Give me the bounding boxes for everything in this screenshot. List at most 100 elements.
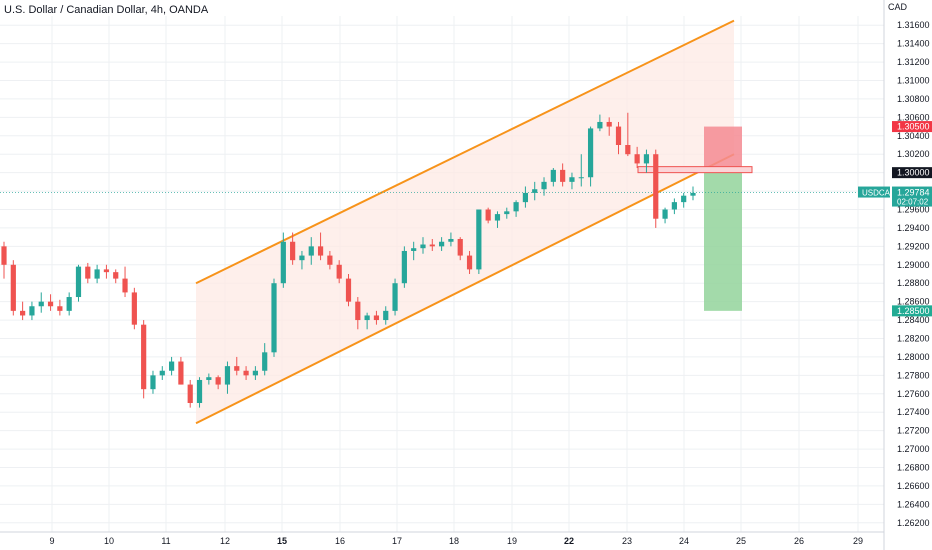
candle-body bbox=[159, 370, 165, 376]
candle-body bbox=[420, 244, 426, 249]
candle-body bbox=[504, 211, 510, 215]
candle-body bbox=[290, 241, 296, 261]
price-tick-label: 1.27400 bbox=[897, 407, 930, 417]
target-price-tag-bg bbox=[892, 305, 932, 317]
candle-body bbox=[429, 244, 435, 247]
candle-body bbox=[336, 264, 342, 279]
resistance-box bbox=[637, 166, 753, 174]
candle-body bbox=[662, 209, 668, 219]
time-tick-label: 18 bbox=[449, 536, 459, 546]
channel-upper-line bbox=[195, 19, 735, 285]
entry-price-tag: 1.30000 bbox=[897, 168, 930, 178]
channel-lower-line bbox=[195, 153, 735, 425]
price-tick-label: 1.27600 bbox=[897, 389, 930, 399]
candle-body bbox=[373, 315, 380, 321]
candle-body bbox=[587, 128, 594, 178]
price-tick-label: 1.29200 bbox=[897, 241, 930, 251]
candle-body bbox=[280, 241, 286, 284]
candle-body bbox=[439, 241, 445, 247]
stop-price-tag-bg bbox=[892, 121, 932, 133]
candle-body bbox=[38, 301, 44, 307]
price-tick-label: 1.31400 bbox=[897, 39, 930, 49]
candle-body bbox=[476, 209, 482, 270]
candle-body bbox=[578, 177, 584, 179]
candle-body bbox=[141, 324, 147, 390]
time-tick-label: 24 bbox=[679, 536, 689, 546]
symbol-badge: USDCAD bbox=[862, 189, 896, 198]
candle-body bbox=[10, 264, 16, 311]
candle-body bbox=[317, 246, 324, 256]
price-tick-label: 1.30600 bbox=[897, 112, 930, 122]
stop-loss-zone bbox=[704, 126, 742, 173]
price-tick-label: 1.27200 bbox=[897, 426, 930, 436]
symbol-badge-bg bbox=[858, 186, 890, 198]
live-price-bg bbox=[892, 186, 932, 207]
candle-body bbox=[411, 248, 417, 251]
chart-title: U.S. Dollar / Canadian Dollar, 4h, OANDA bbox=[4, 4, 209, 16]
candle-body bbox=[103, 269, 110, 273]
time-tick-label: 22 bbox=[564, 536, 574, 546]
candle-body bbox=[569, 177, 575, 182]
price-axis: 1.31600 1.31400 1.31200 1.31000 1.30800 1.306… bbox=[858, 0, 932, 550]
candle-body bbox=[634, 154, 640, 164]
candle-body bbox=[299, 255, 305, 261]
price-tick-label: 1.28000 bbox=[897, 352, 930, 362]
candle-body bbox=[57, 306, 63, 311]
candle-body bbox=[671, 202, 677, 210]
countdown: 02:07:02 bbox=[897, 198, 929, 207]
candle-body bbox=[457, 238, 463, 256]
price-tick-label: 1.28800 bbox=[897, 278, 930, 288]
candle-body bbox=[122, 278, 128, 293]
candle-body bbox=[327, 255, 333, 265]
time-tick-label: 10 bbox=[104, 536, 114, 546]
price-tick-label: 1.30200 bbox=[897, 149, 930, 159]
target-price-tag: 1.28500 bbox=[897, 306, 930, 316]
candle-body bbox=[345, 278, 352, 302]
candle-body bbox=[29, 306, 35, 316]
time-tick-label: 29 bbox=[853, 536, 863, 546]
ascending-channel bbox=[195, 19, 735, 425]
price-tick-label: 1.27000 bbox=[897, 444, 930, 454]
candle-body bbox=[541, 181, 547, 190]
candle-body bbox=[196, 379, 203, 403]
candle-body bbox=[113, 272, 119, 279]
candle-body bbox=[271, 283, 277, 353]
price-tick-label: 1.29400 bbox=[897, 223, 930, 233]
price-tick-label: 1.26800 bbox=[897, 463, 930, 473]
time-axis: 9 10 11 12 15 16 17 18 19 22 23 24 25 26 29 bbox=[0, 531, 884, 546]
live-price: 1.29784 bbox=[897, 188, 930, 198]
time-tick-label: 17 bbox=[392, 536, 402, 546]
candle-body bbox=[392, 283, 398, 311]
candle-body bbox=[383, 310, 389, 321]
candle-body bbox=[215, 377, 221, 385]
candle-body bbox=[66, 297, 72, 311]
channel-fill bbox=[196, 20, 734, 424]
candle-body bbox=[206, 377, 212, 380]
time-tick-label: 26 bbox=[794, 536, 804, 546]
candle-body bbox=[615, 126, 622, 145]
price-tick-label: 1.29000 bbox=[897, 260, 930, 270]
candle-body bbox=[187, 384, 193, 403]
price-tick-label: 1.31600 bbox=[897, 20, 930, 30]
candle-body bbox=[1, 246, 7, 265]
candle-body bbox=[20, 310, 26, 316]
candles bbox=[1, 112, 696, 408]
price-tick-label: 1.26600 bbox=[897, 481, 930, 491]
candle-body bbox=[355, 301, 361, 321]
price-tick-label: 1.27800 bbox=[897, 370, 930, 380]
stop-price-tag: 1.30500 bbox=[897, 122, 930, 132]
currency-label: CAD bbox=[888, 2, 908, 12]
candle-body bbox=[560, 169, 566, 182]
candle-body bbox=[262, 352, 268, 371]
candle-body bbox=[494, 214, 501, 221]
time-tick-label: 11 bbox=[161, 536, 170, 546]
candle-body bbox=[522, 192, 529, 203]
price-tick-label: 1.30800 bbox=[897, 94, 930, 104]
candle-body bbox=[513, 202, 519, 212]
candle-body bbox=[401, 250, 407, 284]
candle-body bbox=[681, 195, 687, 203]
candle-body bbox=[150, 375, 156, 390]
candle-body bbox=[643, 154, 650, 164]
candle-body bbox=[131, 292, 137, 325]
